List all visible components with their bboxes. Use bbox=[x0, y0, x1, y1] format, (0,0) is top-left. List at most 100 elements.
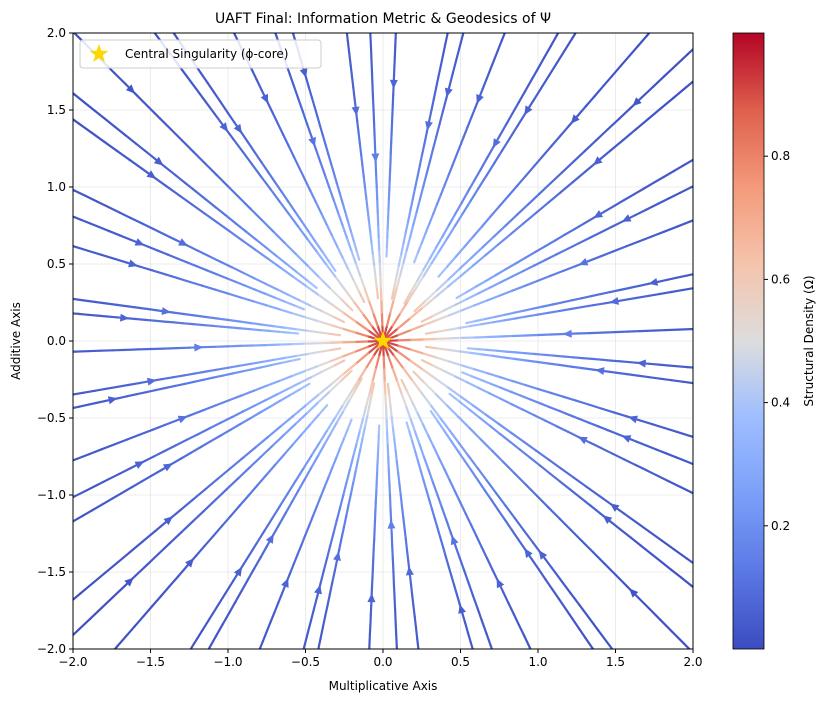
streamlines bbox=[73, 33, 693, 649]
streamline-arrow bbox=[162, 463, 173, 472]
x-tick-label: 1.0 bbox=[528, 655, 547, 669]
x-tick-label: −0.5 bbox=[291, 655, 320, 669]
x-tick-label: −1.5 bbox=[136, 655, 165, 669]
colorbar-tick-label: 0.8 bbox=[771, 149, 790, 163]
x-tick-label: 1.5 bbox=[606, 655, 625, 669]
streamline-arrow bbox=[194, 343, 204, 352]
streamline bbox=[466, 347, 693, 369]
streamline-arrow bbox=[120, 313, 130, 322]
streamline-arrow bbox=[367, 593, 376, 603]
streamline bbox=[385, 33, 398, 258]
streamline bbox=[345, 33, 380, 300]
legend-box bbox=[79, 39, 322, 69]
streamline-arrow bbox=[492, 138, 501, 148]
streamline bbox=[384, 80, 693, 341]
streamline-arrow bbox=[562, 329, 572, 338]
colorbar-tick-label: 0.4 bbox=[771, 396, 790, 410]
chart-title: UAFT Final: Information Metric & Geodesi… bbox=[215, 11, 551, 27]
streamline-arrow bbox=[178, 238, 188, 246]
y-tick-label: 2.0 bbox=[47, 26, 66, 40]
streamline-arrow bbox=[629, 588, 639, 598]
streamline bbox=[73, 357, 301, 410]
colorbar bbox=[732, 32, 765, 650]
streamline bbox=[420, 185, 693, 323]
streamline-arrow bbox=[425, 121, 433, 131]
streamline bbox=[73, 188, 346, 324]
streamline-arrow bbox=[185, 558, 194, 568]
legend-entry-label: Central Singularity (ϕ-core) bbox=[125, 47, 288, 61]
streamline bbox=[73, 118, 382, 341]
streamline-arrow bbox=[496, 578, 505, 589]
streamline bbox=[400, 378, 532, 649]
streamline bbox=[390, 33, 449, 300]
streamline-arrow bbox=[134, 461, 145, 469]
streamline-arrow bbox=[595, 367, 605, 375]
y-tick-label: −1.5 bbox=[37, 565, 66, 579]
streamline-arrow bbox=[405, 566, 414, 576]
x-axis-ticks: −2.0 −1.5 −1.0 −0.5 0.0 0.5 1.0 1.5 2.0 bbox=[58, 649, 703, 669]
streamline bbox=[383, 342, 614, 649]
streamline-arrow bbox=[458, 604, 466, 614]
streamline-arrow bbox=[593, 156, 603, 166]
streamline bbox=[413, 33, 506, 264]
streamline-arrow bbox=[351, 106, 360, 116]
streamline bbox=[189, 342, 383, 649]
streamline bbox=[274, 33, 384, 340]
streamline-arrow bbox=[621, 435, 632, 443]
streamline bbox=[73, 382, 311, 523]
streamline bbox=[413, 47, 693, 313]
streamline bbox=[258, 418, 353, 649]
streamline-arrow bbox=[578, 258, 589, 266]
streamline bbox=[412, 370, 691, 649]
streamline bbox=[317, 382, 376, 649]
colorbar-tick-label: 0.2 bbox=[771, 519, 790, 533]
x-tick-label: −2.0 bbox=[58, 655, 87, 669]
streamline-arrow bbox=[371, 153, 380, 163]
streamline bbox=[73, 340, 381, 353]
y-tick-label: −0.5 bbox=[37, 411, 66, 425]
streamline bbox=[113, 404, 329, 649]
y-tick-label: 0.0 bbox=[47, 334, 66, 348]
streamline bbox=[461, 371, 693, 466]
streamline bbox=[367, 424, 381, 649]
streamline bbox=[73, 91, 318, 289]
y-tick-label: 0.5 bbox=[47, 257, 66, 271]
streamline-arrow bbox=[636, 359, 646, 368]
x-tick-label: 2.0 bbox=[683, 655, 702, 669]
streamline-arrow bbox=[570, 114, 580, 124]
streamline-arrow bbox=[107, 396, 118, 405]
streamline-arrow bbox=[124, 577, 134, 587]
streamline-arrow bbox=[609, 297, 619, 305]
streamline bbox=[73, 341, 382, 602]
streamline-arrow bbox=[602, 515, 613, 524]
streamline bbox=[73, 215, 306, 311]
streamline bbox=[437, 33, 651, 278]
streamline-arrow bbox=[450, 535, 459, 546]
streamline bbox=[429, 410, 595, 649]
colorbar-tick-label: 0.6 bbox=[771, 272, 790, 286]
y-tick-label: 1.0 bbox=[47, 180, 66, 194]
colorbar-ticks: 0.2 0.4 0.6 0.8 bbox=[764, 149, 790, 533]
streamline bbox=[385, 327, 693, 342]
streamline bbox=[384, 219, 693, 341]
singularity-star bbox=[373, 331, 393, 350]
streamline-arrow bbox=[389, 79, 398, 89]
streamline bbox=[403, 33, 560, 305]
streamline-arrow bbox=[524, 548, 533, 558]
streamline-arrow bbox=[333, 551, 341, 561]
streamline bbox=[73, 369, 353, 637]
streamline bbox=[383, 33, 577, 340]
streamline-arrow bbox=[219, 122, 228, 132]
streamline-arrow bbox=[308, 136, 316, 147]
streamline bbox=[73, 347, 342, 396]
streamline bbox=[382, 33, 465, 340]
streamline bbox=[73, 341, 382, 462]
streamline-arrow bbox=[593, 210, 604, 219]
streamline-arrow bbox=[260, 93, 269, 104]
streamline bbox=[73, 33, 354, 312]
y-tick-label: 1.5 bbox=[47, 103, 66, 117]
streamline-arrow bbox=[177, 415, 188, 424]
streamline-arrow bbox=[153, 156, 164, 166]
streamline bbox=[424, 345, 693, 385]
